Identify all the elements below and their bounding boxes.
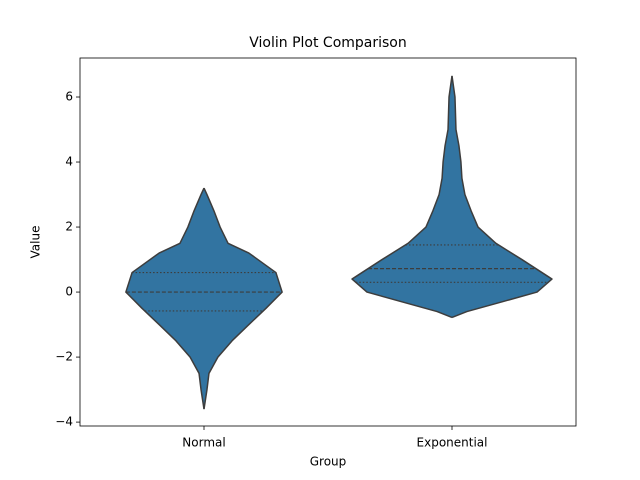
- violin-half: [351, 75, 453, 319]
- plot-frame: [79, 57, 577, 427]
- y-tick-label: −4: [55, 415, 73, 429]
- y-tick-label: 4: [65, 155, 73, 169]
- x-tick-label: Normal: [182, 436, 225, 450]
- y-tick-label: 2: [65, 220, 73, 234]
- y-tick-label: −2: [55, 350, 73, 364]
- x-tick-label: Exponential: [417, 436, 488, 450]
- x-axis-label: Group: [310, 455, 347, 469]
- chart-title: Violin Plot Comparison: [249, 35, 407, 51]
- violin-half: [451, 75, 553, 319]
- y-tick-label: 6: [65, 90, 73, 104]
- y-axis-label: Value: [29, 226, 43, 259]
- y-tick-label: 0: [65, 285, 73, 299]
